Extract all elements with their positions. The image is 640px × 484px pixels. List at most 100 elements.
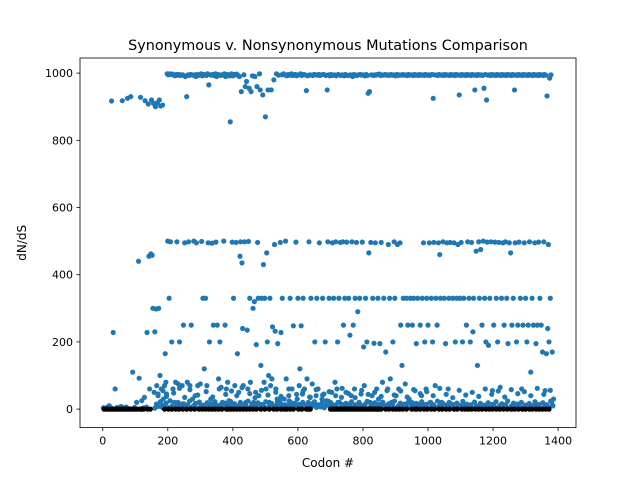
data-point <box>424 406 430 412</box>
data-point <box>524 339 530 345</box>
data-point <box>352 395 358 401</box>
data-point <box>459 339 466 345</box>
data-point <box>463 392 469 398</box>
data-point <box>505 341 511 347</box>
data-point <box>187 406 194 412</box>
data-point <box>532 399 538 405</box>
data-point <box>193 240 200 246</box>
data-point <box>274 399 281 405</box>
data-point <box>182 240 188 246</box>
data-point <box>144 329 150 336</box>
data-point <box>544 93 550 99</box>
data-point <box>157 372 163 379</box>
data-point <box>256 393 262 399</box>
data-point <box>469 239 475 246</box>
data-point <box>362 295 369 301</box>
data-point <box>149 252 155 258</box>
data-point <box>308 295 314 301</box>
data-point <box>338 394 345 400</box>
data-point <box>261 379 267 385</box>
data-point <box>252 395 258 401</box>
data-point <box>500 406 507 412</box>
data-point <box>260 262 267 268</box>
data-point <box>508 250 514 256</box>
data-point <box>163 393 170 399</box>
data-point <box>245 398 251 404</box>
data-point <box>346 295 352 301</box>
data-point <box>255 400 261 406</box>
data-point <box>201 366 207 372</box>
data-point <box>135 258 142 264</box>
data-point <box>422 339 428 345</box>
data-point <box>426 240 432 246</box>
data-point <box>217 339 223 345</box>
data-point <box>465 239 471 245</box>
data-point <box>166 295 172 301</box>
data-point <box>491 322 497 328</box>
data-point <box>241 239 248 245</box>
data-point <box>447 239 453 246</box>
data-point <box>216 386 222 392</box>
data-point <box>482 295 488 301</box>
data-point <box>434 398 441 404</box>
data-point <box>505 398 511 404</box>
data-point <box>472 87 478 93</box>
data-point <box>349 239 355 245</box>
data-point <box>435 240 442 246</box>
data-point <box>546 406 552 412</box>
data-point <box>344 239 350 245</box>
data-point <box>292 400 298 406</box>
data-point <box>405 399 411 405</box>
data-point <box>333 393 339 399</box>
data-point <box>142 98 148 104</box>
data-point <box>152 329 158 335</box>
data-point <box>427 400 433 406</box>
data-point <box>245 386 251 392</box>
data-point <box>233 239 239 246</box>
data-point <box>225 379 231 385</box>
data-point <box>253 389 259 395</box>
data-point <box>286 398 292 404</box>
data-point <box>485 342 492 348</box>
data-point <box>171 390 177 396</box>
data-point <box>182 394 188 400</box>
data-point <box>419 399 425 405</box>
data-point <box>151 389 157 395</box>
data-point <box>446 406 453 412</box>
data-point <box>317 404 323 410</box>
data-point <box>205 240 211 246</box>
data-point <box>470 295 477 301</box>
data-point <box>250 305 256 311</box>
data-point <box>521 389 527 395</box>
data-point <box>231 401 238 407</box>
data-point <box>526 400 532 407</box>
data-point <box>379 379 386 385</box>
data-point <box>380 399 386 405</box>
data-point <box>334 339 341 345</box>
data-point <box>522 295 529 301</box>
data-point <box>364 339 370 345</box>
data-point <box>346 391 352 397</box>
data-point <box>267 383 274 389</box>
data-point <box>484 239 490 245</box>
data-point <box>242 83 248 90</box>
data-point <box>545 241 551 248</box>
data-point <box>141 406 147 412</box>
data-point <box>160 388 166 394</box>
data-point <box>429 339 436 345</box>
data-point <box>440 401 446 407</box>
data-point <box>265 392 271 398</box>
data-point <box>247 379 254 385</box>
data-point <box>504 295 510 301</box>
data-point <box>160 102 166 108</box>
data-point <box>268 87 274 93</box>
data-point <box>361 344 367 350</box>
data-point <box>366 250 372 256</box>
data-point <box>145 101 151 107</box>
data-point <box>477 400 483 407</box>
data-point <box>504 406 510 412</box>
data-point <box>187 387 193 393</box>
data-point <box>359 239 365 245</box>
data-point <box>260 92 266 98</box>
data-point <box>398 322 404 328</box>
